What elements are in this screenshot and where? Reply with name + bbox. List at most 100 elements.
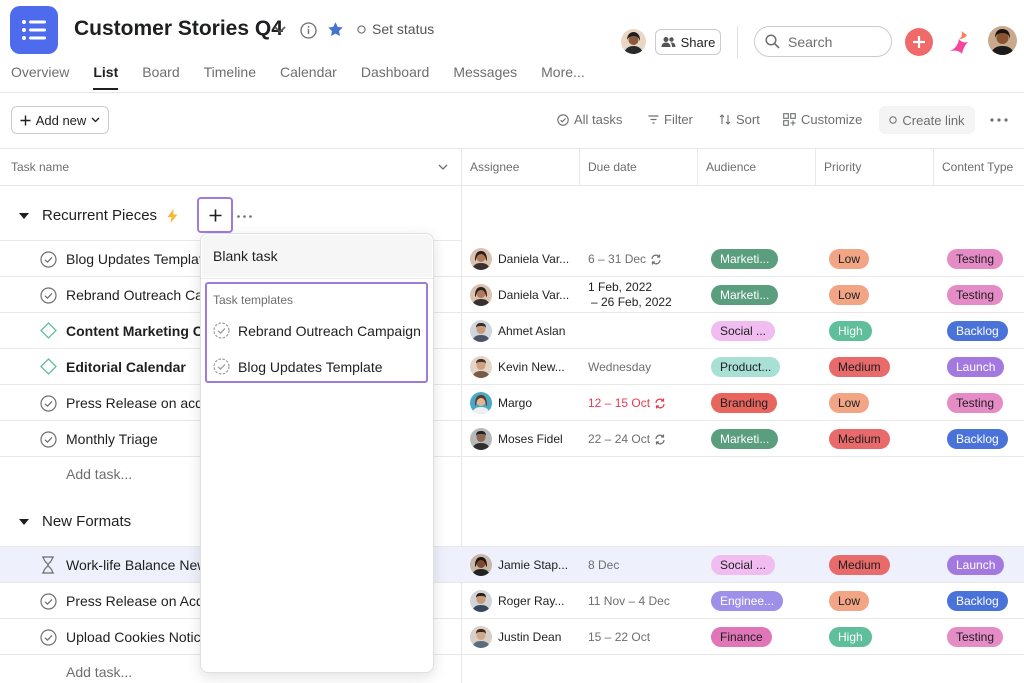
- table-row[interactable]: Monthly Triage Moses Fidel 22 – 24 Oct M…: [0, 421, 1024, 457]
- content-type-tag[interactable]: Launch: [947, 357, 1005, 377]
- blank-task-option[interactable]: Blank task: [202, 235, 432, 277]
- customize-button[interactable]: Customize: [783, 112, 862, 127]
- section-header[interactable]: Recurrent Pieces: [42, 207, 178, 224]
- table-row[interactable]: Blog Updates Template Daniela Var... 6 –…: [0, 241, 1024, 277]
- tab-timeline[interactable]: Timeline: [203, 64, 256, 80]
- check-circle-icon[interactable]: [40, 593, 57, 610]
- audience-tag[interactable]: Branding: [711, 393, 778, 413]
- col-priority[interactable]: Priority: [824, 160, 862, 174]
- table-row[interactable]: Upload Cookies Notice Justin Dean 15 – 2…: [0, 619, 1024, 655]
- table-row[interactable]: Press Release on acquisition Margo 12 – …: [0, 385, 1024, 421]
- due-date[interactable]: 12 – 15 Oct: [588, 396, 666, 410]
- col-task-name[interactable]: Task name: [11, 160, 70, 174]
- project-title[interactable]: Customer Stories Q4: [74, 17, 283, 40]
- check-circle-icon[interactable]: [40, 431, 57, 448]
- priority-tag[interactable]: Low: [829, 249, 870, 269]
- section-more-icon[interactable]: [236, 213, 252, 219]
- tab-more[interactable]: More...: [541, 64, 585, 80]
- check-circle-icon[interactable]: [40, 629, 57, 646]
- share-button[interactable]: Share: [655, 29, 721, 55]
- chevron-down-icon[interactable]: [272, 22, 288, 38]
- assignee[interactable]: Kevin New...: [470, 356, 565, 378]
- chevron-down-icon[interactable]: [436, 160, 450, 174]
- hourglass-icon[interactable]: [41, 556, 55, 574]
- content-type-tag[interactable]: Launch: [947, 555, 1005, 575]
- due-date[interactable]: 15 – 22 Oct: [588, 630, 650, 644]
- col-content-type[interactable]: Content Type: [942, 160, 1014, 174]
- info-icon[interactable]: [299, 21, 317, 39]
- table-row[interactable]: Rebrand Outreach Campaign Daniela Var...…: [0, 277, 1024, 313]
- col-assignee[interactable]: Assignee: [470, 160, 520, 174]
- content-type-tag[interactable]: Backlog: [947, 591, 1008, 611]
- priority-tag[interactable]: Low: [829, 591, 870, 611]
- task-name[interactable]: Press Release on Acquisition: [66, 593, 200, 609]
- due-date[interactable]: 1 Feb, 2022 – 26 Feb, 2022: [588, 280, 672, 310]
- quick-add-button[interactable]: [905, 28, 933, 56]
- table-row[interactable]: Press Release on Acquisition Roger Ray..…: [0, 583, 1024, 619]
- tab-calendar[interactable]: Calendar: [280, 64, 337, 80]
- check-circle-icon[interactable]: [40, 251, 57, 268]
- table-row[interactable]: Content Marketing Calendar Ahmet Aslan S…: [0, 313, 1024, 349]
- priority-tag[interactable]: High: [829, 321, 872, 341]
- priority-tag[interactable]: Medium: [829, 429, 890, 449]
- section-collapse-icon[interactable]: [18, 516, 30, 528]
- due-date[interactable]: 6 – 31 Dec: [588, 252, 662, 266]
- task-name[interactable]: Work-life Balance Newsletter: [66, 557, 200, 573]
- assignee[interactable]: Justin Dean: [470, 626, 561, 648]
- tab-messages[interactable]: Messages: [453, 64, 518, 80]
- assignee[interactable]: Moses Fidel: [470, 428, 563, 450]
- assignee[interactable]: Daniela Var...: [470, 248, 569, 270]
- filter-button[interactable]: Filter: [648, 112, 693, 127]
- audience-tag[interactable]: Social ...: [711, 555, 776, 575]
- audience-tag[interactable]: Social ...: [711, 321, 776, 341]
- due-date[interactable]: 8 Dec: [588, 558, 619, 572]
- all-tasks-button[interactable]: All tasks: [557, 112, 622, 127]
- content-type-tag[interactable]: Backlog: [947, 321, 1008, 341]
- priority-tag[interactable]: Low: [829, 393, 870, 413]
- priority-tag[interactable]: Medium: [829, 357, 890, 377]
- audience-tag[interactable]: Marketi...: [711, 429, 779, 449]
- add-task-link[interactable]: Add task...: [66, 466, 133, 482]
- task-name[interactable]: Blog Updates Template: [66, 251, 200, 267]
- milestone-diamond-icon[interactable]: [40, 322, 57, 339]
- due-date[interactable]: Wednesday: [588, 360, 651, 374]
- search-input[interactable]: Search: [754, 26, 892, 57]
- task-name[interactable]: Editorial Calendar: [66, 359, 186, 375]
- priority-tag[interactable]: High: [829, 627, 872, 647]
- task-name[interactable]: Upload Cookies Notice: [66, 629, 200, 645]
- task-name[interactable]: Press Release on acquisition: [66, 395, 200, 411]
- audience-tag[interactable]: Marketi...: [711, 249, 779, 269]
- create-link-button[interactable]: Create link: [879, 106, 975, 134]
- add-new-button[interactable]: Add new: [11, 106, 109, 134]
- tab-board[interactable]: Board: [142, 64, 180, 80]
- template-option[interactable]: Rebrand Outreach Campaign: [213, 322, 421, 339]
- milestone-diamond-icon[interactable]: [40, 358, 57, 375]
- content-type-tag[interactable]: Testing: [947, 285, 1004, 305]
- due-date[interactable]: 22 – 24 Oct: [588, 432, 666, 446]
- content-type-tag[interactable]: Backlog: [947, 429, 1008, 449]
- assignee[interactable]: Jamie Stap...: [470, 554, 568, 576]
- more-options-icon[interactable]: [988, 113, 1010, 127]
- task-name[interactable]: Rebrand Outreach Campaign: [66, 287, 200, 303]
- section-collapse-icon[interactable]: [18, 210, 30, 222]
- due-date[interactable]: 11 Nov – 4 Dec: [588, 594, 670, 608]
- content-type-tag[interactable]: Testing: [947, 627, 1004, 647]
- avatar[interactable]: [621, 29, 646, 54]
- audience-tag[interactable]: Enginee...: [711, 591, 784, 611]
- template-option[interactable]: Blog Updates Template: [213, 358, 383, 375]
- audience-tag[interactable]: Finance: [711, 627, 772, 647]
- check-circle-icon[interactable]: [40, 395, 57, 412]
- priority-tag[interactable]: Low: [829, 285, 870, 305]
- assignee[interactable]: Margo: [470, 392, 532, 414]
- assignee[interactable]: Ahmet Aslan: [470, 320, 565, 342]
- asana-logo-icon[interactable]: [945, 27, 973, 57]
- task-name[interactable]: Content Marketing Calendar: [66, 323, 200, 339]
- sort-button[interactable]: Sort: [719, 112, 760, 127]
- audience-tag[interactable]: Product...: [711, 357, 781, 377]
- add-task-plus-button[interactable]: [197, 197, 233, 233]
- section-header[interactable]: New Formats: [42, 513, 131, 530]
- star-icon[interactable]: [326, 20, 344, 38]
- priority-tag[interactable]: Medium: [829, 555, 890, 575]
- tab-overview[interactable]: Overview: [11, 64, 70, 80]
- content-type-tag[interactable]: Testing: [947, 249, 1004, 269]
